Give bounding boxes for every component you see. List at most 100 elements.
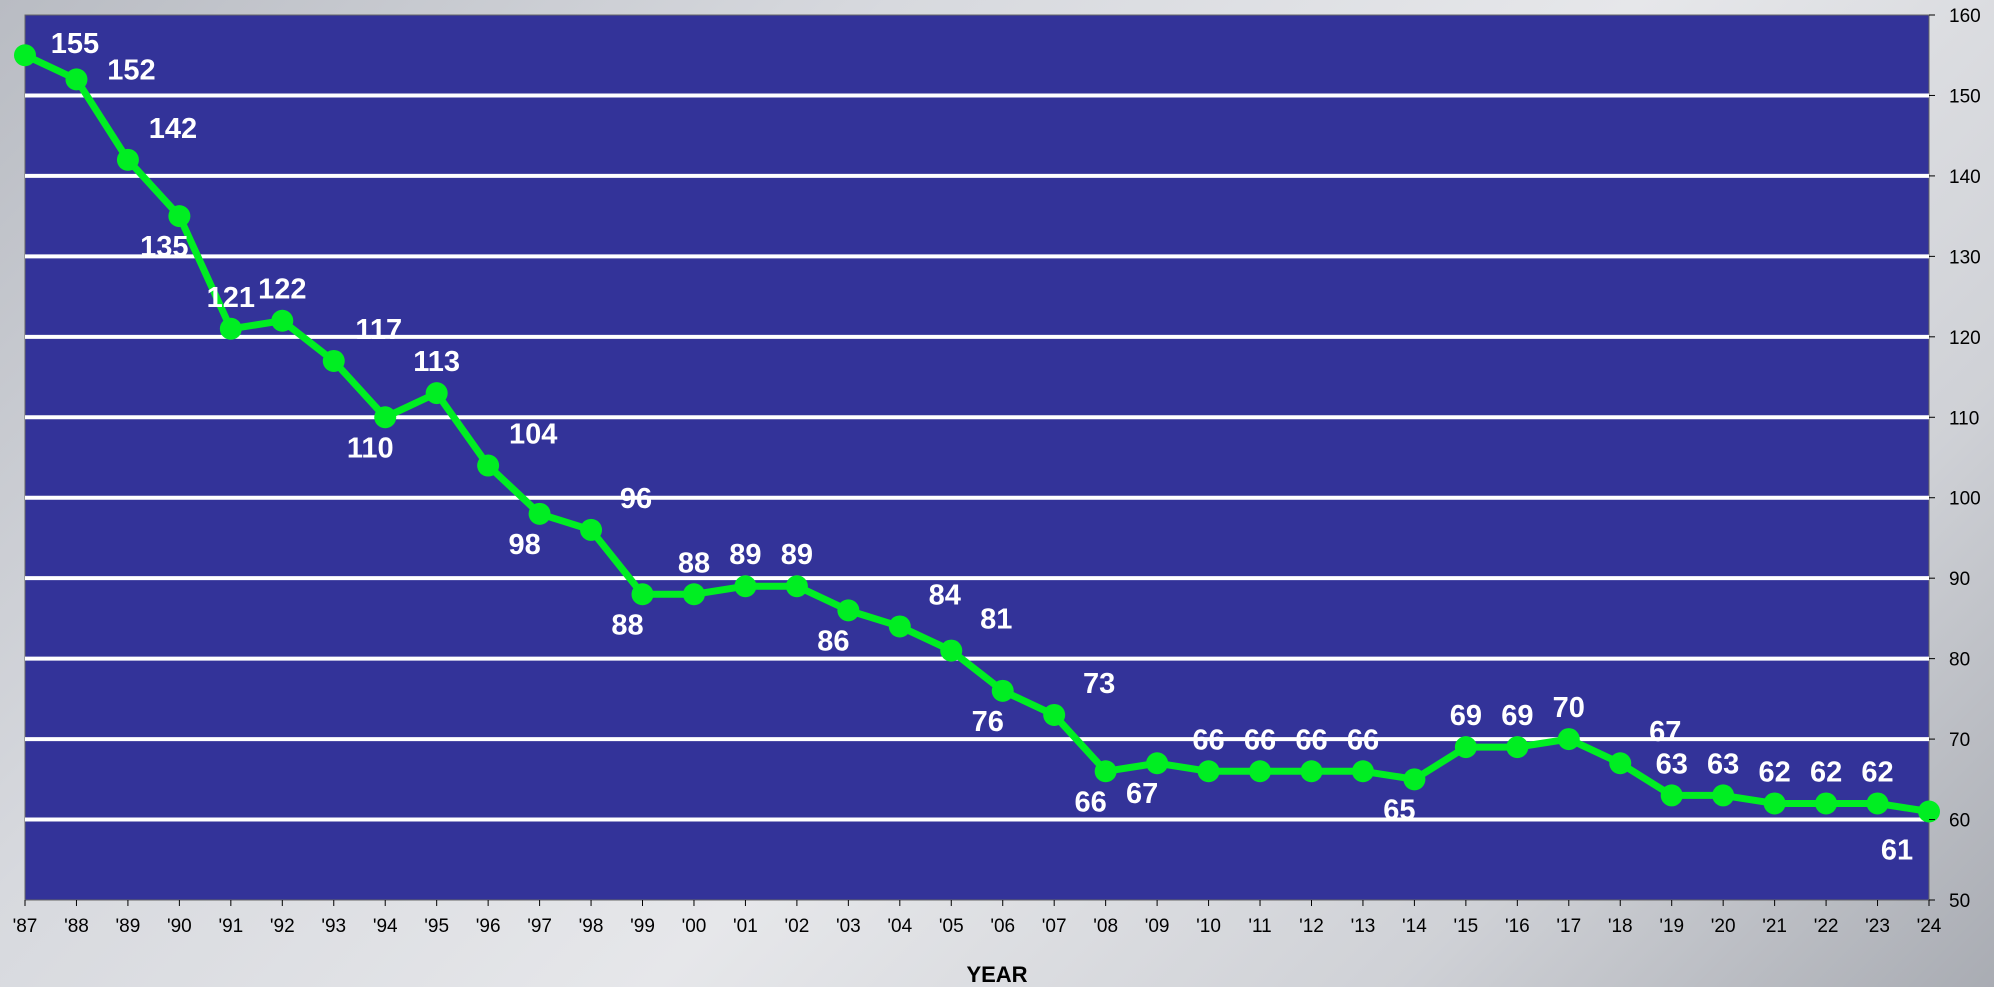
x-tick-label: '89 — [116, 916, 141, 937]
x-tick-label: '04 — [887, 916, 912, 937]
data-label: 122 — [258, 274, 306, 306]
data-point — [1660, 784, 1683, 807]
x-tick-label: '93 — [321, 916, 346, 937]
data-point — [14, 44, 36, 67]
x-tick-label: '06 — [990, 916, 1015, 937]
y-tick-label: 150 — [1949, 86, 1981, 107]
x-tick-label: '09 — [1145, 916, 1170, 937]
data-label: 63 — [1656, 748, 1688, 780]
data-label: 135 — [140, 231, 188, 263]
data-label: 66 — [1244, 724, 1276, 756]
data-point — [168, 205, 191, 228]
x-tick-label: '18 — [1608, 916, 1633, 937]
y-tick-label: 140 — [1949, 167, 1981, 188]
data-label: 84 — [929, 579, 961, 611]
x-tick-label: '90 — [167, 916, 192, 937]
data-point — [1300, 760, 1323, 783]
y-tick-label: 100 — [1949, 489, 1981, 510]
data-point — [1403, 768, 1426, 791]
data-label: 70 — [1553, 692, 1585, 724]
data-point — [528, 502, 551, 525]
data-label: 96 — [620, 483, 652, 515]
data-label: 65 — [1383, 794, 1415, 826]
y-tick-label: 90 — [1949, 569, 1970, 590]
data-point — [1506, 736, 1529, 759]
x-axis-title: YEAR — [966, 962, 1027, 987]
data-label: 81 — [980, 604, 1012, 636]
x-tick-label: '23 — [1865, 916, 1890, 937]
x-tick-label: '88 — [64, 916, 89, 937]
x-tick-label: '97 — [527, 916, 552, 937]
x-tick-label: '20 — [1711, 916, 1736, 937]
x-tick-label: '21 — [1762, 916, 1787, 937]
data-label: 62 — [1810, 756, 1842, 788]
x-tick-label: '11 — [1248, 916, 1271, 937]
plot-area — [24, 14, 1930, 901]
data-point — [991, 679, 1014, 702]
x-tick-label: '12 — [1299, 916, 1324, 937]
data-point — [477, 454, 500, 477]
data-point — [322, 349, 345, 372]
data-point — [374, 406, 397, 429]
y-tick-label: 50 — [1949, 891, 1970, 912]
data-label: 66 — [1192, 724, 1224, 756]
data-label: 113 — [413, 346, 460, 378]
x-tick-label: '19 — [1659, 916, 1684, 937]
data-label: 104 — [509, 419, 557, 451]
data-label: 121 — [207, 282, 255, 314]
data-label: 69 — [1501, 700, 1533, 732]
data-point — [1094, 760, 1117, 783]
y-tick-label: 110 — [1949, 408, 1979, 429]
x-tick-label: '17 — [1556, 916, 1581, 937]
data-label: 66 — [1075, 786, 1107, 818]
data-point — [580, 518, 603, 541]
x-tick-label: '16 — [1505, 916, 1530, 937]
y-tick-label: 80 — [1949, 650, 1970, 671]
data-label: 89 — [781, 539, 813, 571]
x-tick-label: '01 — [733, 916, 758, 937]
y-tick-label: 120 — [1949, 328, 1981, 349]
data-point — [1763, 792, 1786, 815]
data-label: 86 — [817, 625, 849, 657]
y-tick-labels: 50 60 70 80 90 100 110 120 130 140 150 160 — [1929, 6, 1981, 912]
data-point — [1197, 760, 1220, 783]
x-tick-label: '95 — [424, 916, 449, 937]
x-tick-label: '94 — [373, 916, 398, 937]
y-tick-label: 60 — [1949, 811, 1970, 832]
data-point — [1918, 800, 1940, 823]
data-label: 98 — [508, 529, 540, 561]
x-tick-label: '02 — [785, 916, 810, 937]
data-label: 110 — [347, 432, 394, 464]
x-tick-label: '03 — [836, 916, 861, 937]
data-point — [1712, 784, 1735, 807]
x-tick-label: '05 — [939, 916, 964, 937]
data-label: 88 — [611, 609, 643, 641]
x-tick-label: '98 — [579, 916, 604, 937]
data-label: 152 — [107, 54, 155, 86]
data-label: 73 — [1083, 668, 1115, 700]
x-tick-label: '14 — [1402, 916, 1427, 937]
x-tick-label: '07 — [1042, 916, 1067, 937]
data-point — [682, 583, 705, 606]
data-point — [1815, 792, 1838, 815]
data-point — [1351, 760, 1374, 783]
data-point — [1454, 736, 1477, 759]
data-point — [940, 639, 963, 662]
x-tick-label: '13 — [1351, 916, 1376, 937]
data-label: 155 — [51, 28, 99, 60]
data-point — [116, 148, 139, 171]
data-label: 62 — [1758, 756, 1790, 788]
data-point — [425, 382, 448, 405]
x-tick-label: '24 — [1917, 916, 1942, 937]
data-label: 89 — [729, 539, 761, 571]
data-point — [785, 575, 808, 598]
data-point — [1866, 792, 1889, 815]
data-label: 76 — [972, 706, 1004, 738]
x-tick-label: '92 — [270, 916, 295, 937]
data-label: 63 — [1707, 748, 1739, 780]
x-tick-label: '08 — [1093, 916, 1118, 937]
data-label: 66 — [1347, 724, 1379, 756]
data-point — [65, 68, 88, 91]
